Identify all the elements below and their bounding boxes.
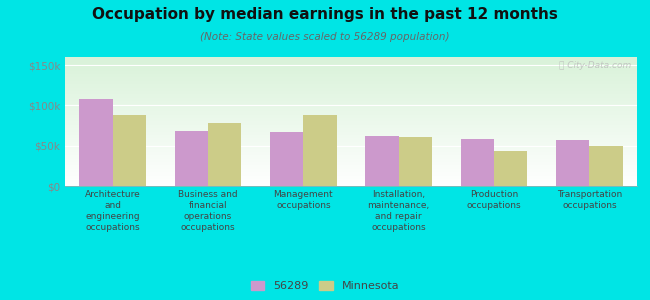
Bar (461, 139, 494, 186)
Bar (112, 115, 146, 186)
Text: Occupation by median earnings in the past 12 months: Occupation by median earnings in the pas… (92, 8, 558, 22)
Bar (270, 132, 304, 186)
Text: ⓘ City-Data.com: ⓘ City-Data.com (559, 61, 631, 70)
Bar (398, 137, 432, 186)
Bar (365, 136, 398, 186)
Bar (79, 99, 112, 186)
Bar (590, 146, 623, 186)
Bar (556, 140, 590, 186)
Bar (175, 131, 208, 186)
Bar (304, 115, 337, 186)
Bar (208, 123, 241, 186)
Bar (494, 151, 527, 186)
Legend: 56289, Minnesota: 56289, Minnesota (251, 281, 399, 291)
Text: (Note: State values scaled to 56289 population): (Note: State values scaled to 56289 popu… (200, 32, 450, 41)
